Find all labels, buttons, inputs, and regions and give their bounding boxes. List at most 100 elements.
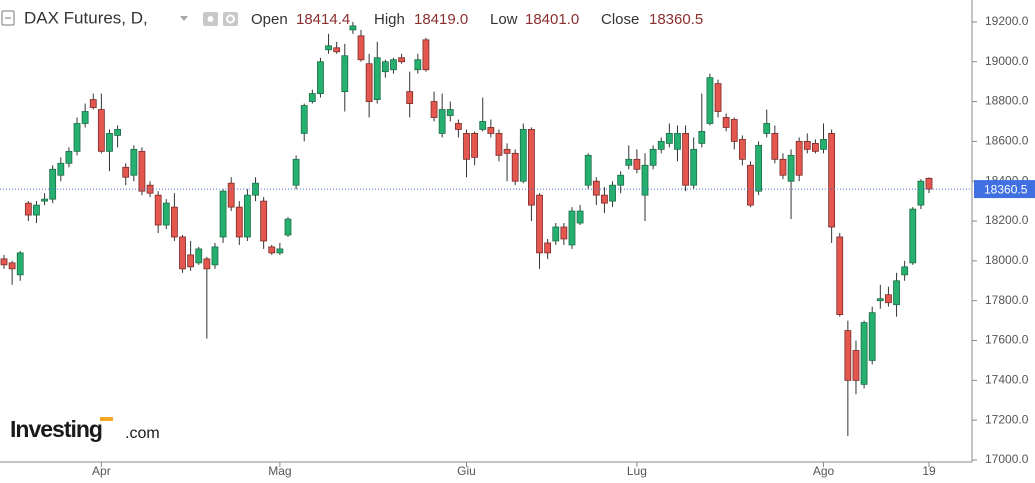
candle-body: [0, 258, 8, 266]
watermark-suffix: .com: [125, 425, 160, 442]
candle-body: [24, 202, 32, 216]
y-tick-label: 18800.0: [985, 94, 1029, 108]
last-price-label: 18360.5: [984, 182, 1028, 196]
candle-body: [138, 150, 146, 192]
candle-body: [812, 142, 819, 152]
collapse-icon[interactable]: [1, 10, 15, 26]
candle-body: [568, 210, 576, 246]
candle-body: [430, 101, 438, 118]
candle-body: [65, 150, 73, 164]
candle-body: [463, 133, 470, 160]
dropdown-arrow[interactable]: [180, 16, 188, 21]
candle-body: [203, 258, 211, 270]
candle-body: [130, 148, 138, 176]
candle-body: [276, 248, 284, 254]
x-tick-label: 19: [922, 464, 936, 478]
candle-body: [438, 109, 446, 134]
x-tick-label: Lug: [627, 464, 647, 478]
y-tick-label: 17200.0: [985, 412, 1029, 426]
candle-body: [349, 25, 357, 31]
candle-body: [219, 190, 227, 238]
candle-body: [544, 242, 552, 254]
x-tick-label: Giu: [457, 464, 476, 478]
candle-body: [617, 174, 625, 186]
y-tick-label: 19200.0: [985, 14, 1029, 28]
candle-body: [284, 218, 292, 236]
watermark-accent: [100, 417, 113, 421]
candle-body: [925, 177, 933, 190]
y-tick-label: 17800.0: [985, 293, 1029, 307]
candle-body: [57, 162, 65, 176]
candle-body: [33, 204, 40, 216]
candle-body: [714, 83, 722, 112]
candle-body: [836, 236, 844, 316]
candle-body: [722, 117, 730, 128]
candle-body: [308, 93, 316, 102]
candle-body: [8, 262, 16, 270]
candle-body: [738, 138, 746, 160]
candle-body: [503, 148, 511, 154]
candle-body: [803, 140, 811, 150]
candle-body: [365, 63, 373, 102]
candle-body: [795, 140, 803, 176]
candle-body: [446, 109, 454, 116]
candle-body: [406, 91, 414, 104]
candle-body: [519, 129, 527, 182]
candle-body: [779, 158, 787, 176]
candle-body: [179, 236, 186, 270]
candle-body: [235, 206, 243, 238]
candle-body: [333, 47, 341, 53]
candle-body: [885, 294, 892, 304]
candle-body: [317, 61, 324, 94]
candle-body: [763, 123, 771, 134]
candle-body: [390, 59, 397, 71]
symbol-title: DAX Futures, D,: [24, 8, 148, 27]
candle-body: [398, 57, 405, 63]
candle-body: [154, 194, 162, 226]
candle-body: [592, 180, 600, 196]
candle-body: [876, 298, 884, 302]
candle-body: [170, 206, 178, 238]
settings-icon-gear: [226, 14, 235, 24]
y-tick-label: 18600.0: [985, 134, 1029, 148]
candle-body: [601, 194, 608, 204]
candle-body: [787, 154, 795, 182]
candle-body: [844, 330, 852, 381]
candle-body: [487, 127, 495, 134]
candle-body: [244, 194, 251, 238]
candle-body: [706, 77, 714, 124]
candle-body: [187, 254, 195, 268]
candle-body: [211, 246, 219, 266]
candle-body: [698, 131, 706, 144]
candle-body: [755, 144, 763, 192]
last-price-box: [974, 180, 1035, 199]
high-label: High: [374, 11, 405, 28]
candle-body: [97, 109, 105, 152]
candle-body: [860, 322, 868, 385]
candle-body: [552, 226, 560, 242]
open-label: Open: [251, 11, 288, 28]
candle-body: [268, 246, 276, 254]
candle-body: [536, 194, 543, 254]
candle-body: [649, 148, 657, 166]
candle-body: [674, 133, 681, 150]
candle-body: [300, 105, 308, 134]
candle-body: [511, 152, 519, 182]
close-value: 18360.5: [649, 11, 703, 28]
y-tick-label: 17600.0: [985, 333, 1029, 347]
candle-body: [584, 154, 592, 186]
candle-body: [560, 226, 568, 240]
candle-body: [730, 119, 738, 142]
candle-body: [868, 312, 876, 361]
candle-body: [260, 200, 268, 242]
candle-body: [771, 133, 779, 160]
candle-body: [162, 202, 170, 226]
candle-body: [195, 248, 203, 264]
settings-icon[interactable]: [223, 12, 238, 26]
high-value: 18419.0: [414, 11, 468, 28]
candle-body: [820, 138, 827, 150]
candle-body: [292, 158, 300, 186]
candle-body: [528, 129, 535, 206]
